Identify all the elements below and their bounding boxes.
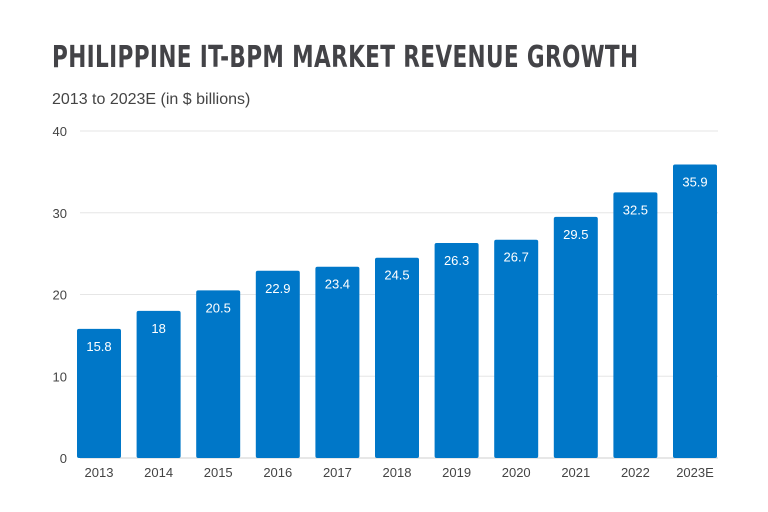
chart-title: PHILIPPINE IT-BPM MARKET REVENUE GROWTH — [52, 40, 639, 75]
data-label: 23.4 — [325, 277, 350, 292]
x-tick-label: 2013 — [85, 465, 114, 480]
y-tick-label: 30 — [53, 206, 67, 221]
x-tick-label: 2014 — [144, 465, 173, 480]
bar — [494, 239, 539, 458]
data-label: 29.5 — [563, 227, 588, 242]
x-tick-label: 2021 — [561, 465, 590, 480]
data-label: 26.7 — [504, 250, 529, 265]
data-label: 20.5 — [206, 300, 231, 315]
x-tick-label: 2017 — [323, 465, 352, 480]
bar — [434, 242, 479, 458]
bar — [553, 216, 598, 458]
bar — [673, 164, 717, 458]
bar — [196, 290, 241, 458]
bar — [255, 270, 300, 458]
data-label: 32.5 — [623, 202, 648, 217]
x-tick-label: 2016 — [263, 465, 292, 480]
bar — [375, 257, 419, 458]
data-label: 24.5 — [384, 268, 409, 283]
x-tick-label: 2023E — [676, 465, 714, 480]
bar — [613, 192, 658, 458]
data-label: 18 — [151, 321, 165, 336]
y-tick-label: 40 — [53, 124, 67, 139]
data-label: 26.3 — [444, 253, 469, 268]
data-label: 22.9 — [265, 281, 290, 296]
y-tick-label: 20 — [53, 288, 67, 303]
y-tick-label: 0 — [60, 451, 67, 466]
x-tick-label: 2015 — [204, 465, 233, 480]
data-label: 15.8 — [86, 339, 111, 354]
chart-subtitle: 2013 to 2023E (in $ billions) — [52, 91, 251, 108]
bar — [136, 310, 181, 458]
x-tick-label: 2020 — [502, 465, 531, 480]
x-tick-label: 2022 — [621, 465, 650, 480]
x-tick-label: 2018 — [383, 465, 412, 480]
y-tick-label: 10 — [53, 369, 67, 384]
bar — [315, 266, 360, 458]
bar — [77, 328, 121, 458]
x-tick-label: 2019 — [442, 465, 471, 480]
data-label: 35.9 — [682, 175, 707, 190]
